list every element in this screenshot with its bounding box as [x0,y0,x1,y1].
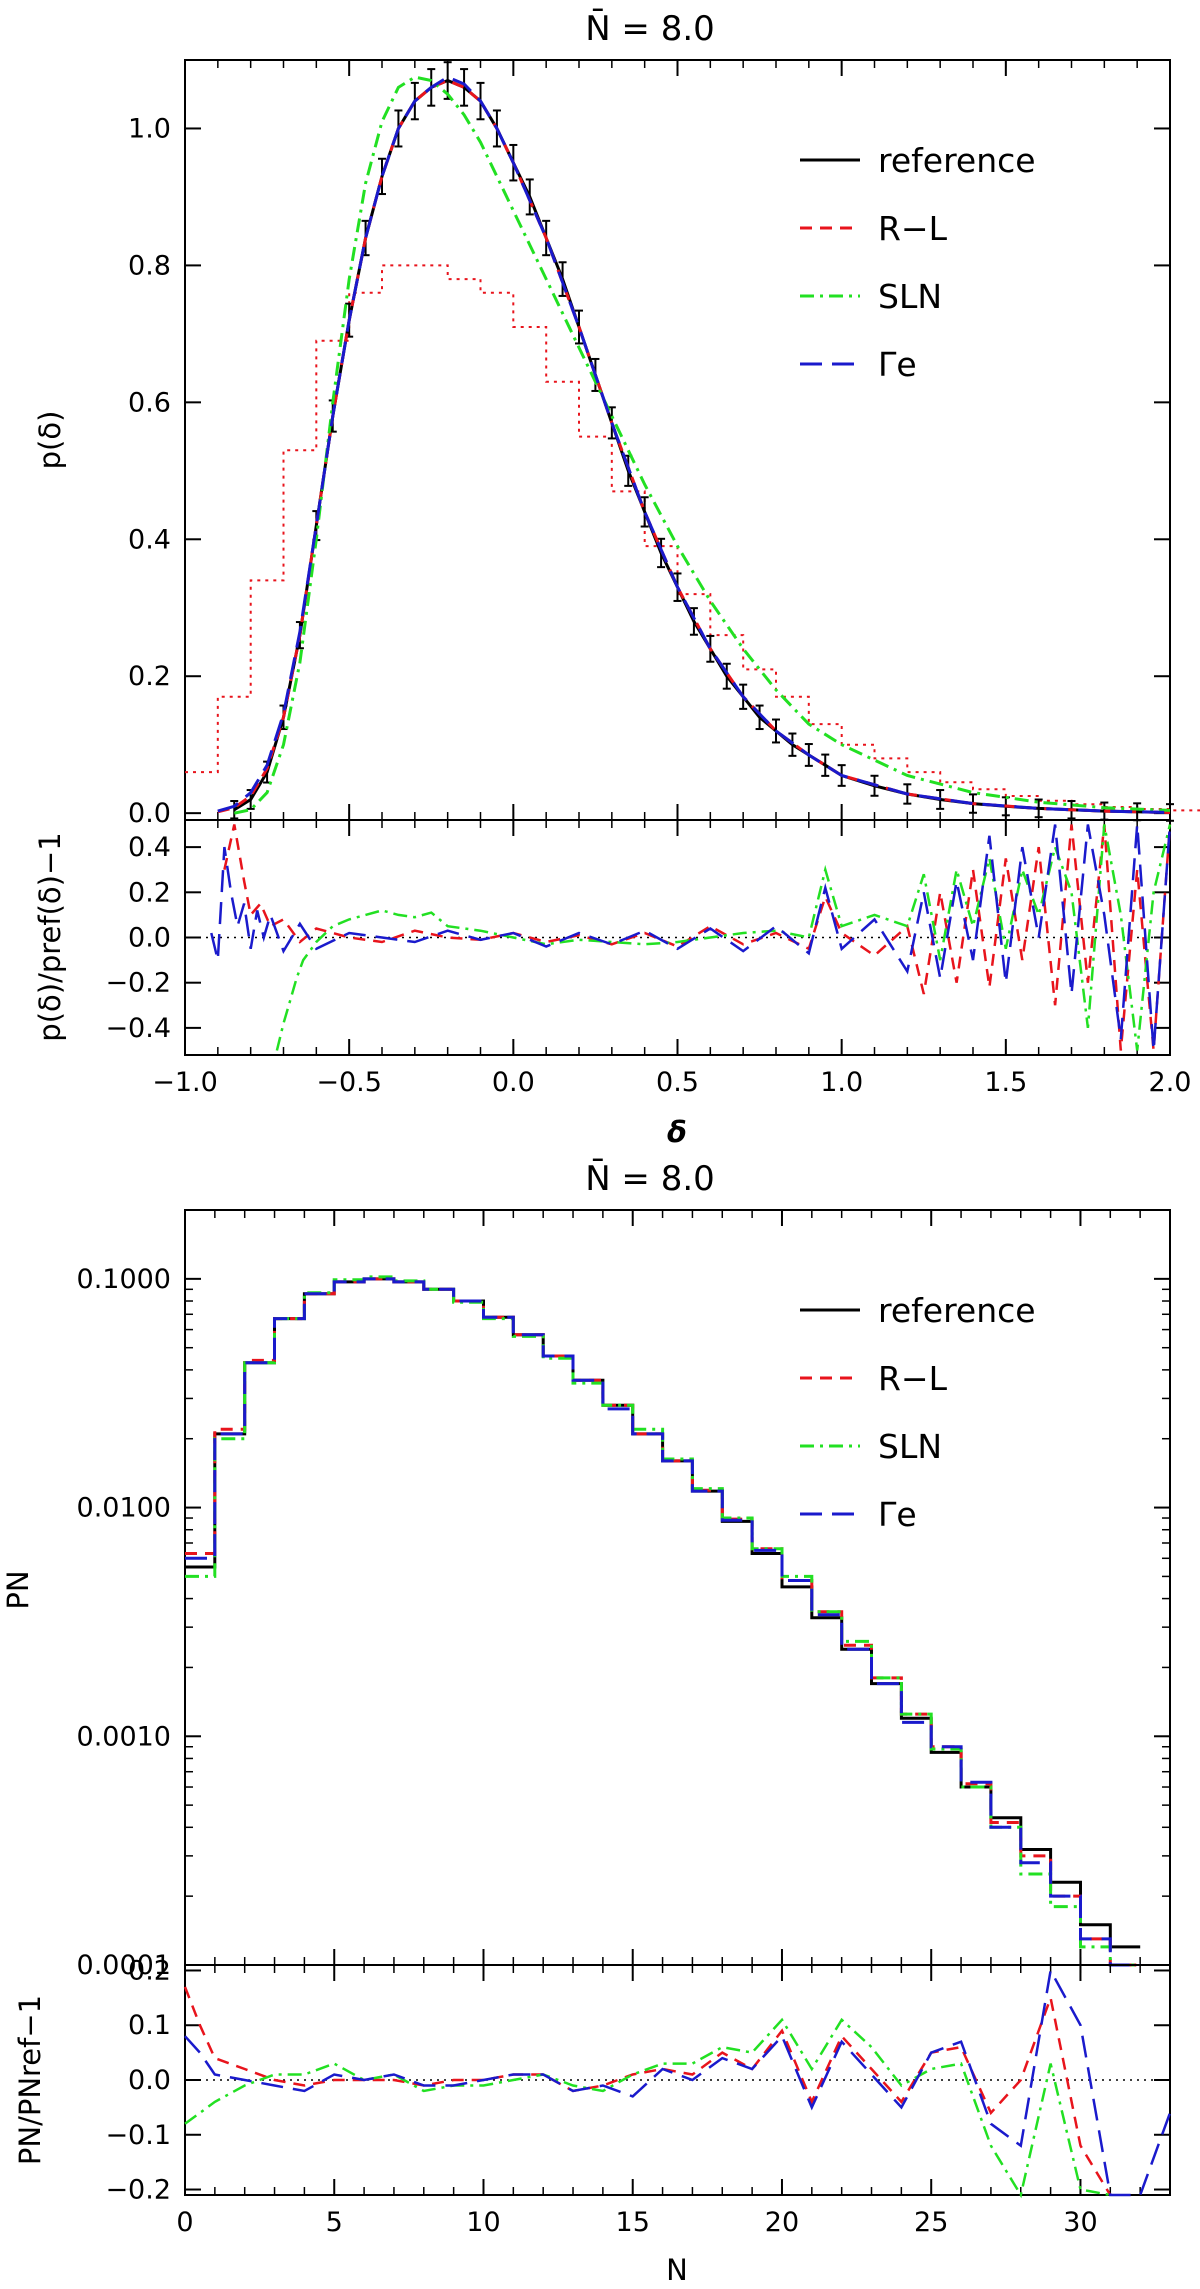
y-tick-label: 0.8 [128,250,171,281]
x-tick-label: 5 [326,2207,343,2238]
legend-sln: SLN [878,277,942,316]
bottom-ratio-plot: 0 5 10 15 20 25 30 −0.2 −0.1 0.0 0.1 0.2 PN/PNref−1… [13,1955,1172,2287]
x-tick-label: 0 [176,2207,193,2238]
x-tick-label: 15 [616,2207,650,2238]
x-tick-label: −1.0 [152,1067,218,1098]
x-tick-label: 0.5 [656,1067,699,1098]
top-ylabel: p(δ) [33,411,67,470]
pn-series [185,1277,1141,1967]
bottom-main-curves [185,1275,1141,1967]
legend-sln-2: SLN [878,1427,942,1466]
x-tick-label: 1.5 [984,1067,1027,1098]
y-tick-label: 0.4 [128,832,171,863]
series-sln [233,75,1171,815]
x-tick-label: 10 [466,2207,500,2238]
x-tick-label: 25 [914,2207,948,2238]
y-tick-label: 0.1 [128,2010,171,2041]
bottom-main-plot: 0.0001 0.0010 0.0100 0.1000 PN reference R−… [1,1209,1171,1981]
bottom-title: N̄ = 8.0 [585,1158,715,1199]
x-tick-label: 2.0 [1149,1067,1192,1098]
pn-series [185,1275,1141,1967]
legend-reference: reference [878,141,1036,180]
bottom-ratio-ticks: 0 5 10 15 20 25 30 −0.2 −0.1 0.0 0.1 0.2 [105,1955,1171,2238]
bottom-legend: reference R−L SLN Γe [800,1291,1036,1534]
top-main-curves [185,61,1200,822]
bottom-ratio-ylabel: PN/PNref−1 [13,1995,47,2165]
ratio-series [184,1966,1172,2197]
top-ratio-ylabel: p(δ)/pref(δ)−1 [33,832,67,1041]
ratio-series [275,824,1172,1051]
legend-gamma: Γe [878,345,917,384]
y-tick-label: 1.0 [128,113,171,144]
legend-rl-2: R−L [878,1359,948,1398]
ratio-series [183,1986,1112,2196]
x-tick-label: 20 [765,2207,799,2238]
x-tick-label: 1.0 [820,1067,863,1098]
top-ratio-plot: −1.0 −0.5 0.0 0.5 1.0 1.5 2.0 −0.4 −0.2 0.0 0.2 0.4… [33,819,1191,1149]
top-ratio-curves [185,824,1172,1051]
y-tick-label: 0.6 [128,387,171,418]
y-tick-label: 0.0100 [77,1493,171,1524]
y-tick-label: 0.0010 [77,1721,171,1752]
ratio-series [184,2017,1111,2199]
y-tick-label: 0.2 [128,1955,171,1986]
top-title: N̄ = 8.0 [585,8,715,49]
top-main-ticks: 0.0 0.2 0.4 0.6 0.8 1.0 [128,60,1171,829]
y-tick-label: −0.2 [105,2175,171,2206]
ratio-series [210,824,1172,1051]
y-tick-label: 0.0 [128,2065,171,2096]
y-tick-label: 0.0001 [77,1950,171,1981]
y-tick-label: 0.1000 [77,1264,171,1295]
series-reference [233,78,1171,814]
pn-series [185,1277,1141,1949]
legend-rl: R−L [878,209,948,248]
top-legend: reference R−L SLN Γe [800,141,1036,384]
bottom-xlabel: N [666,2253,688,2287]
bottom-ratio-curves [183,1966,1172,2199]
top-ratio-ticks: −1.0 −0.5 0.0 0.5 1.0 1.5 2.0 −0.4 −0.2 0.0 0.2 0.4 [105,820,1191,1098]
y-tick-label: −0.2 [105,968,171,999]
series-rl [217,78,1171,814]
y-tick-label: −0.4 [105,1013,171,1044]
y-tick-label: −0.1 [105,2120,171,2151]
x-tick-label: −0.5 [316,1067,382,1098]
bottom-ylabel: PN [1,1570,35,1609]
x-tick-label: 0.0 [492,1067,535,1098]
legend-reference-2: reference [878,1291,1036,1330]
series-gamma [217,75,1171,814]
y-tick-label: 0.4 [128,524,171,555]
top-xlabel: δ [667,1115,687,1149]
top-main-plot: 0.0 0.2 0.4 0.6 0.8 1.0 p(δ) reference R−L SL… [33,59,1200,829]
bottom-main-ticks: 0.0001 0.0010 0.0100 0.1000 [77,1209,1171,1981]
legend-gamma-2: Γe [878,1495,917,1534]
series-histogram [185,264,1200,812]
y-tick-label: 0.2 [128,661,171,692]
y-tick-label: 0.0 [128,923,171,954]
x-tick-label: 30 [1063,2207,1097,2238]
y-tick-label: 0.2 [128,877,171,908]
pn-series [185,1277,1141,1967]
y-tick-label: 0.0 [128,798,171,829]
